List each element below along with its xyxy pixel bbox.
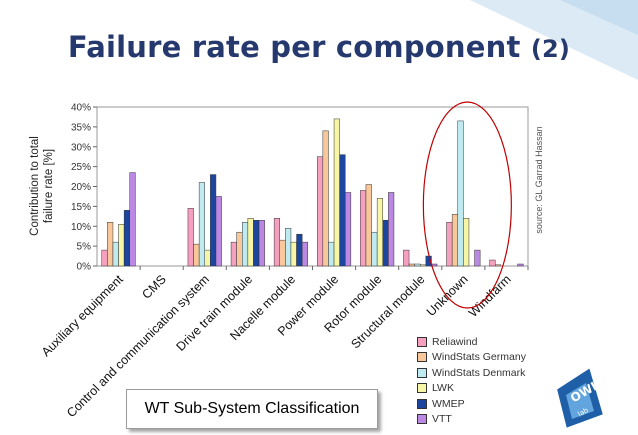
owi-lab-logo: OWI lab (554, 365, 606, 431)
bar (414, 263, 421, 267)
bar (210, 174, 217, 267)
bar (204, 249, 211, 267)
bar (236, 231, 243, 267)
bar (215, 196, 222, 267)
legend-swatch (417, 383, 427, 394)
bar (365, 184, 372, 267)
x-tick-label: CMS (139, 272, 169, 302)
bar (187, 208, 194, 267)
bar (382, 220, 389, 267)
bar (253, 220, 260, 267)
bar (489, 259, 496, 267)
legend-label: WindStats Denmark (432, 366, 526, 379)
y-tick-label: 20% (71, 182, 91, 193)
bar (279, 239, 286, 267)
x-tick-label: Auxiliary equipment (39, 272, 126, 359)
y-tick-label: 40% (71, 103, 91, 114)
legend-swatch (417, 398, 427, 409)
classification-label-box: WT Sub-System Classification (126, 389, 378, 429)
x-tick-label: Unknown (424, 272, 471, 319)
bar (376, 198, 383, 267)
bar (345, 192, 352, 267)
legend-item: LWK (417, 381, 526, 397)
y-axis-label: Contribution to total (29, 136, 41, 236)
legend-label: Reliawind (432, 335, 478, 348)
legend-label: WindStats Germany (432, 351, 526, 364)
bar (420, 264, 427, 267)
legend-swatch (417, 414, 427, 425)
y-tick-label: 30% (71, 142, 91, 153)
x-tick-label: Structural module (348, 272, 427, 351)
bar (129, 172, 136, 267)
legend-swatch (417, 367, 427, 378)
bar (123, 210, 131, 267)
legend-item: WindStats Denmark (417, 365, 526, 381)
y-tick-label: 35% (71, 122, 91, 133)
legend-label: VTT (432, 413, 452, 426)
bar (446, 222, 453, 267)
legend-swatch (417, 352, 427, 363)
bar (317, 156, 324, 267)
legend-swatch (417, 336, 427, 347)
bar (360, 190, 367, 267)
bar (403, 249, 410, 267)
legend-label: LWK (432, 382, 454, 395)
bar (301, 241, 308, 267)
bar (322, 130, 329, 267)
bar (198, 182, 205, 267)
classification-label: WT Sub-System Classification (144, 400, 360, 417)
legend-item: Reliawind (417, 334, 526, 350)
bar (247, 218, 254, 267)
bar (242, 222, 249, 267)
slide-title-number: (2) (530, 35, 571, 63)
slide-title-text: Failure rate per component (67, 30, 521, 64)
bar (517, 263, 524, 267)
legend-item: WMEP (417, 396, 526, 412)
bar (193, 243, 200, 267)
bar (388, 192, 395, 267)
bar (474, 249, 481, 267)
y-tick-label: 0% (77, 262, 92, 273)
bar (230, 241, 237, 267)
x-tick-label: Drive train module (174, 272, 256, 354)
y-tick-label: 25% (71, 162, 91, 173)
highlight-ellipse (422, 101, 512, 309)
bar (495, 264, 502, 267)
chart-legend: Reliawind WindStats Germany WindStats Denm… (417, 334, 526, 427)
bar (451, 214, 458, 267)
y-tick-label: 15% (71, 202, 91, 213)
bar (118, 224, 125, 267)
bar (408, 263, 415, 267)
legend-item: VTT (417, 412, 526, 428)
bar (463, 218, 470, 267)
bar (328, 241, 335, 267)
y-axis-label: failure rate [%] (43, 149, 55, 223)
legend-item: WindStats Germany (417, 350, 526, 366)
bar (371, 231, 378, 267)
bar (285, 227, 292, 267)
bar (112, 241, 119, 267)
bar (457, 120, 464, 267)
legend-label: WMEP (432, 397, 465, 410)
bar (273, 218, 280, 267)
source-note: source: GL Garrad Hassan (534, 126, 544, 233)
bar (339, 154, 346, 267)
bar (101, 249, 108, 267)
y-tick-label: 10% (71, 222, 91, 233)
y-tick-label: 5% (77, 242, 92, 253)
bar (107, 222, 114, 267)
bar (333, 118, 340, 267)
slide-title: Failure rate per component (2) (0, 30, 638, 64)
bar (290, 241, 297, 267)
bar (258, 220, 265, 267)
bar (296, 233, 303, 267)
x-tick-label: Windfarm (466, 272, 514, 320)
